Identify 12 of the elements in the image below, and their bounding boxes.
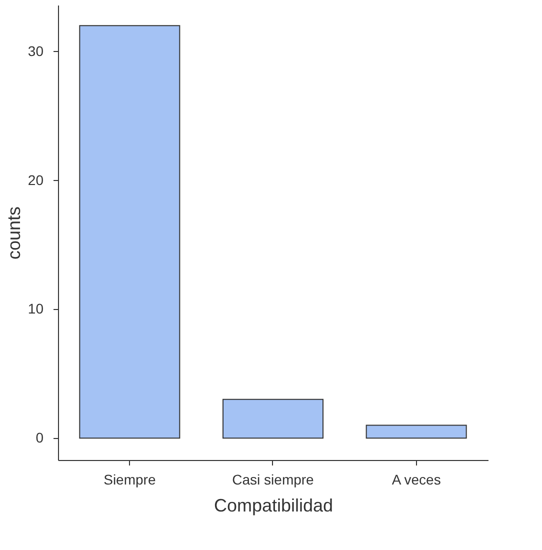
y-axis-title: counts [4,206,24,260]
y-tick-label: 30 [28,42,44,59]
y-tick-label: 20 [28,172,44,188]
x-tick-label: A veces [392,472,441,488]
bar [222,398,324,439]
x-tick-label: Siempre [104,472,156,488]
y-tick-label: 10 [28,300,44,317]
y-tick-label: 0 [36,430,44,446]
bar [366,424,467,439]
bar [79,25,180,439]
x-tick-label: Casi siempre [232,472,314,488]
x-axis-title: Compatibilidad [214,496,334,516]
